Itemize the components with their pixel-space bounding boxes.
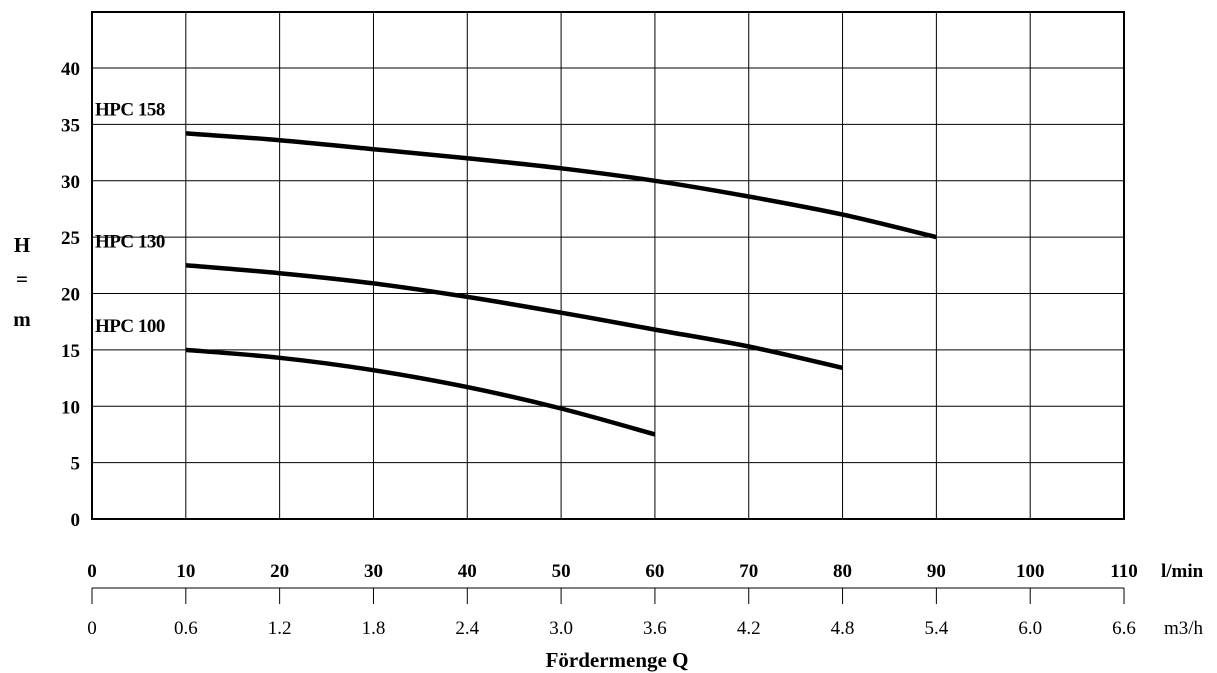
series-label: HPC 158 (95, 99, 165, 120)
y-axis-label-line: m (13, 307, 31, 331)
x-secondary-tick-label: 0 (87, 618, 97, 639)
y-tick-label: 5 (71, 454, 81, 475)
x-secondary-tick-label: 0.6 (174, 618, 198, 639)
series-labels: HPC 158 HPC 130 HPC 100 (95, 99, 165, 336)
x-secondary-tick-label: 2.4 (455, 618, 479, 639)
x-secondary-tick-label: 3.6 (643, 618, 667, 639)
grid-lines (92, 12, 1124, 519)
x-primary-tick-label: 40 (458, 561, 477, 582)
y-tick-label: 30 (61, 172, 80, 193)
y-tick-label: 0 (71, 510, 81, 531)
y-tick-labels: 0 5 10 15 20 25 30 35 40 (61, 59, 80, 531)
y-tick-label: 10 (61, 397, 80, 418)
y-tick-label: 35 (61, 115, 80, 136)
y-axis-label: H = m (13, 233, 31, 331)
series-label: HPC 130 (95, 231, 165, 252)
x-secondary-tick-label: 1.8 (362, 618, 386, 639)
series-curve (185, 263, 844, 371)
x-axis-primary: 0 10 20 30 40 50 60 70 80 90 100 110 l/min (87, 561, 1204, 604)
series-curve (185, 131, 937, 240)
y-tick-label: 25 (61, 228, 80, 249)
x-primary-tick-label: 20 (270, 561, 289, 582)
plot-frame (91, 11, 1125, 520)
series-curves (185, 131, 937, 437)
series-curve (185, 347, 656, 437)
x-primary-unit: l/min (1161, 561, 1204, 582)
x-primary-tick-label: 60 (645, 561, 664, 582)
x-primary-tick-label: 90 (927, 561, 946, 582)
x-secondary-unit: m3/h (1164, 618, 1204, 639)
x-secondary-tick-label: 6.6 (1112, 618, 1136, 639)
x-primary-tick-label: 100 (1016, 561, 1045, 582)
y-axis-label-line: H (14, 233, 30, 257)
x-primary-tick-label: 0 (87, 561, 97, 582)
y-tick-label: 40 (61, 59, 80, 80)
x-axis-title: Fördermenge Q (546, 648, 689, 672)
x-secondary-tick-label: 5.4 (925, 618, 949, 639)
x-secondary-tick-label: 4.8 (831, 618, 855, 639)
y-axis-label-line: = (16, 267, 28, 291)
x-primary-tick-label: 50 (552, 561, 571, 582)
series-label: HPC 100 (95, 316, 165, 337)
x-secondary-tick-label: 3.0 (549, 618, 573, 639)
x-axis-secondary: 0 0.6 1.2 1.8 2.4 3.0 3.6 4.2 4.8 5.4 6.0 6.6 m3/h (87, 618, 1203, 639)
x-primary-tick-label: 70 (739, 561, 758, 582)
x-primary-tick-label: 110 (1110, 561, 1137, 582)
x-secondary-tick-label: 1.2 (268, 618, 292, 639)
x-primary-tick-label: 30 (364, 561, 383, 582)
y-tick-label: 15 (61, 341, 80, 362)
x-secondary-tick-label: 6.0 (1018, 618, 1042, 639)
x-primary-tick-label: 10 (176, 561, 195, 582)
x-primary-tick-label: 80 (833, 561, 852, 582)
y-tick-label: 20 (61, 285, 80, 306)
x-secondary-tick-label: 4.2 (737, 618, 761, 639)
